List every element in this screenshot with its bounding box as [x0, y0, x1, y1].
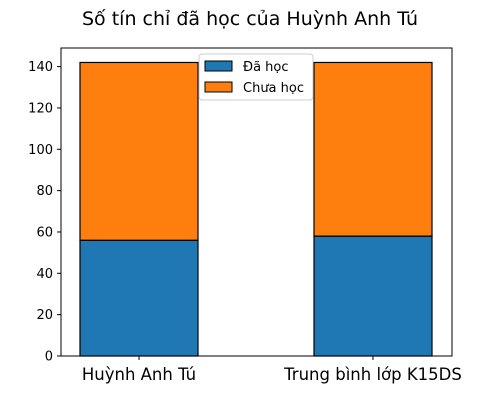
bar-da-hoc-0 [79, 239, 199, 357]
legend-label-da-hoc: Đã học [243, 60, 289, 75]
axes-frame [60, 47, 453, 357]
y-tick-label: 100 [28, 143, 53, 158]
bar-chua-hoc-0 [79, 61, 199, 241]
bar-da-hoc-1 [313, 235, 433, 357]
bar-chua-hoc-1 [313, 61, 433, 237]
legend-swatch-da-hoc [204, 60, 233, 72]
legend: Đã học Chưa học [198, 53, 314, 101]
chart-title: Số tín chỉ đã học của Huỳnh Anh Tú [82, 8, 418, 30]
y-tick-label: 0 [45, 350, 53, 365]
y-tick-label: 120 [28, 101, 53, 116]
y-tick-label: 80 [36, 184, 53, 199]
x-tick-label: Huỳnh Anh Tú [82, 365, 196, 384]
plot-area: Huỳnh Anh Tú Trung bình lớp K15DS 0 20 40 60 8… [28, 47, 462, 384]
y-tick-label: 20 [36, 308, 53, 323]
x-tick-label: Trung bình lớp K15DS [283, 365, 462, 384]
y-tick-label: 140 [28, 60, 53, 75]
legend-label-chua-hoc: Chưa học [243, 81, 304, 96]
legend-swatch-chua-hoc [204, 81, 233, 93]
y-tick-label: 40 [36, 267, 53, 282]
y-tick-label: 60 [36, 225, 53, 240]
